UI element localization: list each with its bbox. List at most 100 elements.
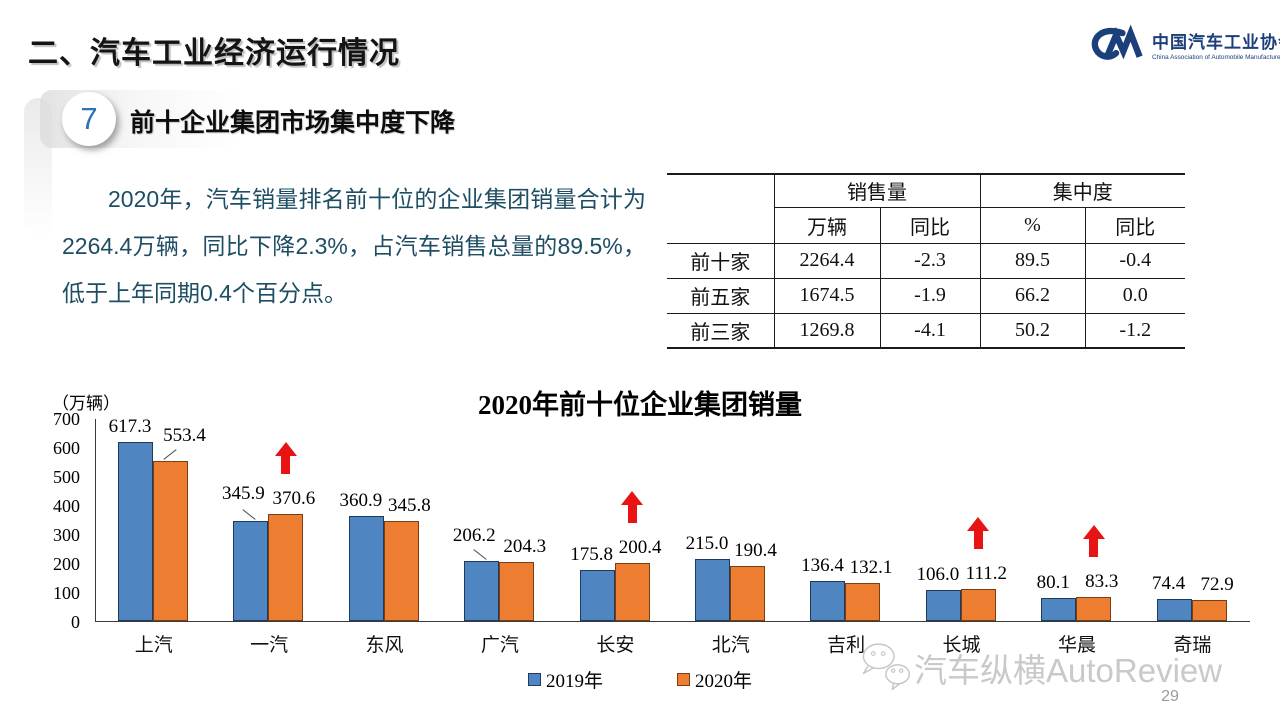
bar-2020 [499,561,535,621]
label-leader-line [163,448,177,460]
bar-value-label: 360.9 [339,490,383,512]
table-row: 前十家 2264.4 -2.3 89.5 -0.4 [667,243,1185,279]
up-arrow [621,490,644,523]
bar-group: 206.2 204.3 广汽 [442,419,557,656]
y-tick-label: 100 [53,583,80,603]
up-arrow-head [1082,524,1105,539]
bar-group: 106.0 111.2 长城 [904,419,1019,656]
bar-2019 [464,561,500,621]
table-group-header-concentration: 集中度 [979,174,1185,208]
bar-2020 [614,562,650,621]
bar-2020 [1191,599,1227,621]
up-arrow [967,516,990,549]
category-label: 东风 [365,635,404,656]
bar-2019 [925,590,961,621]
y-tick-label: 500 [53,467,80,487]
bar-value-label: 111.2 [965,562,1008,584]
y-axis-labels: 0 100 200 300 400 500 600 700 [38,409,88,632]
y-tick-label: 400 [53,496,80,516]
table-cell: -1.2 [1084,313,1185,348]
table-cell: -0.4 [1084,243,1185,279]
bar-value-label: 72.9 [1200,573,1234,595]
logo-name-cn: 中国汽车工业协会 [1152,32,1280,52]
table-cell: 1674.5 [773,278,880,314]
table-cell: 50.2 [979,313,1085,348]
bar-2020 [383,520,419,621]
up-arrow [274,441,297,474]
bar-group: 175.8 200.4 长安 [558,419,673,656]
table-subheader: 同比 [879,207,980,244]
y-axis-unit-label: （万辆） [52,394,120,413]
table-row-label: 前十家 [667,243,774,279]
section-title: 二、汽车工业经济运行情况 [28,37,400,70]
bar-value-label: 83.3 [1085,570,1119,592]
bar-value-label: 206.2 [452,525,496,547]
bar-value-label: 175.8 [570,544,613,566]
watermark: 汽车纵横AutoReview [858,640,1222,696]
bar-value-label: 617.3 [108,415,152,437]
bar-2020 [1076,596,1112,621]
table-subheader: 万辆 [773,207,880,244]
table-subheader: 同比 [1084,207,1185,244]
page-number: 29 [1161,688,1179,705]
category-label: 长安 [596,635,635,656]
bar-2020 [845,582,881,621]
chart-title: 2020年前十位企业集团销量 [478,390,802,420]
badge-number: 7 [62,92,116,146]
table-row-label: 前五家 [667,278,774,314]
bar-2020 [730,565,766,621]
up-arrow-head [967,516,990,531]
table-group-header-sales: 销售量 [773,174,980,208]
bar-group: 136.4 132.1 吉利 [788,419,903,656]
bar-2019 [233,520,269,621]
category-label: 广汽 [480,635,519,656]
org-logo: 中国汽车工业协会 China Association of Automobile… [1088,24,1280,64]
bar-value-label: 190.4 [734,539,777,561]
up-arrow-stem [627,504,637,523]
bar-value-label: 74.4 [1152,573,1186,595]
y-tick-label: 300 [53,525,80,545]
table-cell: -1.9 [879,278,980,314]
y-tick-label: 600 [53,438,80,458]
bar-2019 [118,441,153,621]
logo-name-en: China Association of Automobile Manufact… [1152,53,1280,61]
legend-item: 2019年 [527,666,603,693]
up-arrow-head [621,490,644,505]
bar-groups: 617.3 553.4 上汽 345.9 370.6 一汽 360.9 345.8 东风 206.… [96,416,1250,656]
table-cell: 66.2 [979,278,1085,314]
category-label: 奇瑞 [1173,635,1212,656]
bar-2019 [695,558,731,621]
logo-text: 中国汽车工业协会 China Association of Automobile… [1152,28,1280,61]
category-label: 华晨 [1057,635,1096,656]
table-row-label: 前三家 [690,321,751,344]
up-arrow-head [274,441,297,456]
y-tick-label: 700 [53,409,80,429]
bar-value-label: 553.4 [163,424,206,446]
table-row: 前五家 1674.5 -1.9 66.2 0.0 [667,278,1185,314]
table-cell: -2.3 [879,243,980,279]
table-subheader-row: 万辆 同比 % 同比 [667,207,1185,244]
table-cell: -4.1 [879,313,980,348]
table-corner-cell [667,174,774,244]
table-cell: 0.0 [1084,278,1185,314]
table-cell: 1269.8 [773,313,880,348]
up-arrow-stem [1089,538,1099,557]
legend-label: 2020年 [695,671,753,692]
label-leader-line [242,508,257,520]
bar-group: 74.4 72.9 奇瑞 [1135,419,1250,656]
concentration-table: 销售量 集中度 万辆 同比 % 同比 前十家 2264.4 -2.3 89.5 -0.4… [667,173,1185,349]
up-arrow [1082,524,1105,557]
bar-value-label: 136.4 [801,555,844,577]
legend-item: 2020年 [677,666,752,693]
chart-plot: 617.3 553.4 上汽 345.9 370.6 一汽 360.9 345.8 东风 206.… [95,416,1250,656]
bar-2019 [810,581,846,621]
bar-value-label: 345.8 [387,494,431,516]
bar-2019 [1041,597,1077,621]
bar-value-label: 200.4 [618,536,662,558]
bar-value-label: 370.6 [272,487,316,509]
up-arrow-stem [281,455,291,474]
category-label: 吉利 [827,635,866,656]
bar-2019 [1156,599,1192,621]
bar-2019 [579,570,615,621]
